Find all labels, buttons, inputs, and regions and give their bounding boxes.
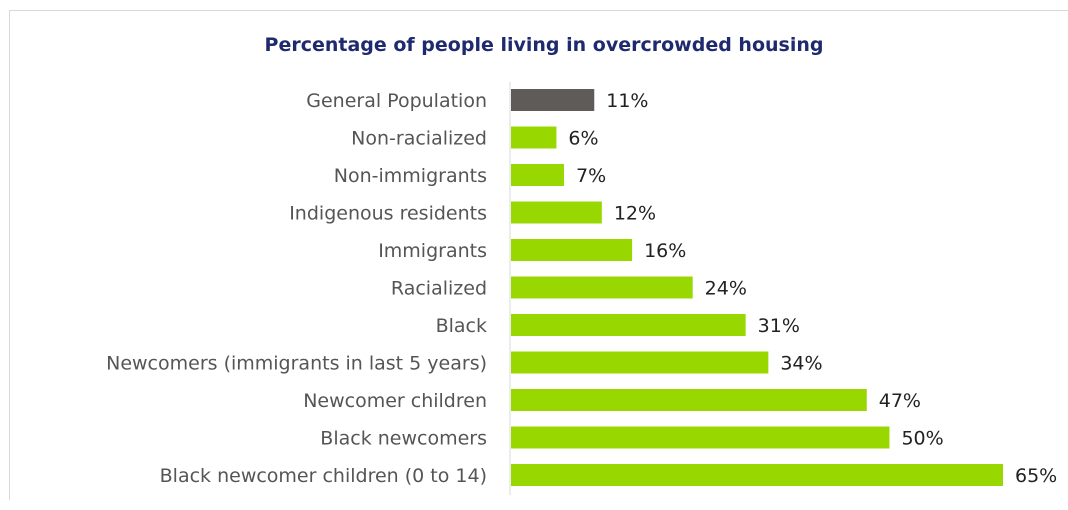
bar: [511, 89, 595, 111]
category-label: Newcomer children: [303, 390, 487, 412]
category-label: Newcomers (immigrants in last 5 years): [106, 353, 487, 375]
bar: [511, 126, 557, 149]
value-label: 47%: [879, 390, 921, 412]
value-labels: 11% 6% 7% 12% 16% 24% 31% 34% 47% 50% 65%: [568, 90, 1057, 487]
category-label: Black newcomers: [320, 428, 487, 450]
value-label: 24%: [705, 278, 747, 300]
category-label: Non-immigrants: [334, 165, 487, 187]
bars: [511, 89, 1003, 486]
value-label: 16%: [644, 240, 686, 262]
category-label: Black newcomer children (0 to 14): [160, 465, 487, 487]
chart-frame: [9, 10, 1068, 500]
bar: [511, 276, 693, 299]
bar: [511, 389, 867, 411]
bar: [511, 314, 746, 336]
value-label: 65%: [1015, 465, 1057, 487]
bar: [511, 351, 769, 374]
category-label: Immigrants: [378, 240, 487, 262]
category-label: General Population: [306, 90, 487, 112]
bar: [511, 426, 890, 449]
value-label: 31%: [758, 315, 800, 337]
bar: [511, 201, 602, 224]
category-label: Non-racialized: [351, 128, 487, 150]
category-label: Black: [436, 315, 487, 337]
bar: [511, 464, 1003, 486]
value-label: 6%: [568, 128, 598, 150]
category-label: Indigenous residents: [289, 203, 487, 225]
chart-title: Percentage of people living in overcrowd…: [265, 34, 824, 56]
bar: [511, 239, 633, 261]
value-label: 50%: [901, 428, 943, 450]
value-label: 34%: [780, 353, 822, 375]
bar: [511, 164, 564, 186]
value-label: 12%: [614, 203, 656, 225]
category-labels: General Population Non-racialized Non-immi…: [106, 90, 487, 487]
value-label: 7%: [576, 165, 606, 187]
category-label: Racialized: [391, 278, 487, 300]
value-label: 11%: [606, 90, 648, 112]
